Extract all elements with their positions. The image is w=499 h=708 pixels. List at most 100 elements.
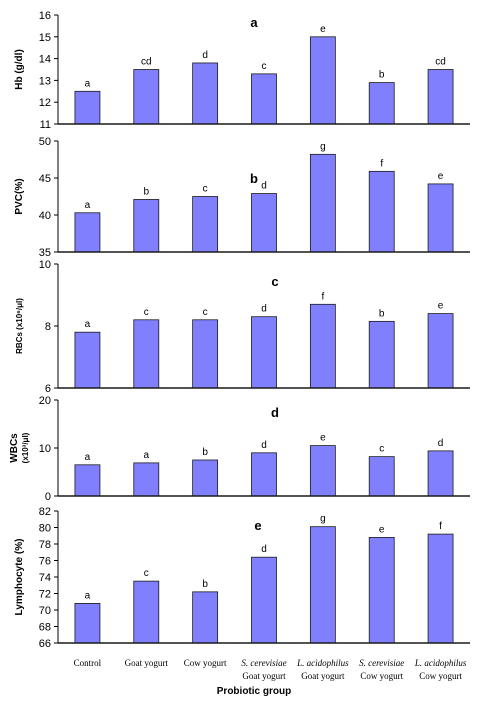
y-tick-label: 40 xyxy=(39,210,51,222)
bar-label: c xyxy=(262,61,267,72)
bar-a-4 xyxy=(251,73,277,125)
bar-label: g xyxy=(320,141,326,152)
y-tick-label: 14 xyxy=(39,54,51,66)
bar-label: c xyxy=(144,307,149,318)
y-tick-label: 10 xyxy=(39,259,51,271)
x-tick-label: Control xyxy=(74,658,102,668)
bar-label: b xyxy=(202,579,208,590)
bar-label: f xyxy=(439,521,442,532)
bar-c-3 xyxy=(192,319,219,389)
panel-letter: e xyxy=(254,518,261,533)
x-tick-label: Cow yogurt xyxy=(184,658,227,668)
bar-label: d xyxy=(261,544,267,555)
bar-label: d xyxy=(261,304,267,315)
bar-label: b xyxy=(379,308,385,319)
bar-d-3 xyxy=(192,459,219,497)
y-tick-label: 10 xyxy=(39,443,51,455)
bar-label: c xyxy=(203,184,208,195)
x-category-labels: Control Goat yogurt Cow yogurt S. cerevisia… xyxy=(74,658,467,681)
bar-c-6 xyxy=(368,320,395,389)
bar-b-2 xyxy=(133,199,160,253)
bar-d-7 xyxy=(427,450,454,497)
panel-d: 0 10 20 WBCs (x10³/μl) a a b d e c d d xyxy=(9,395,470,503)
bar-b-4 xyxy=(251,193,277,253)
bar-e-2 xyxy=(133,580,160,644)
bar-label: f xyxy=(380,158,383,169)
bar-label: a xyxy=(85,319,91,330)
bar-label: b xyxy=(379,70,385,81)
y-tick-label: 82 xyxy=(39,506,51,518)
y-tick-label: 78 xyxy=(39,539,51,551)
bar-a-5 xyxy=(309,36,336,125)
y-axis-title: Hb (g/dl) xyxy=(14,49,25,90)
bar-d-4 xyxy=(251,452,277,497)
bar-c-1 xyxy=(74,331,101,389)
y-axis-title: Lymphocyte (%) xyxy=(14,539,25,616)
bar-a-7 xyxy=(427,69,454,125)
y-axis-title: RBCs (x10⁶/μl) xyxy=(15,298,24,354)
bar-label: e xyxy=(438,301,444,312)
bar-label: cd xyxy=(435,57,446,68)
y-tick-label: 20 xyxy=(39,395,51,407)
y-tick-label: 13 xyxy=(39,75,51,87)
x-tick-label: Goat yogurt xyxy=(125,658,169,668)
bar-label: a xyxy=(85,200,91,211)
y-tick-label: 0 xyxy=(45,491,51,503)
bar-c-2 xyxy=(133,319,160,389)
bar-d-1 xyxy=(74,464,101,497)
bar-d-6 xyxy=(368,456,395,497)
bar-b-7 xyxy=(427,183,454,253)
x-tick-label: L. acidophilus xyxy=(296,658,349,668)
bar-c-5 xyxy=(309,303,336,389)
bar-label: f xyxy=(321,291,324,302)
bar-label: d xyxy=(438,438,444,449)
x-tick-label-line2: Goat yogurt xyxy=(242,671,286,681)
panel-a: 11 12 13 14 15 16 Hb (g/dl) a cd d c e b cd a xyxy=(14,10,470,131)
bar-label: b xyxy=(202,447,208,458)
bar-label: e xyxy=(438,171,444,182)
x-tick-label: S. cerevisiae xyxy=(241,658,286,668)
y-tick-label: 45 xyxy=(39,173,51,185)
bar-b-1 xyxy=(74,212,101,253)
bar-label: d xyxy=(261,440,267,451)
bar-a-1 xyxy=(74,90,101,125)
bar-e-7 xyxy=(427,533,454,644)
bar-d-5 xyxy=(309,445,336,497)
bar-e-6 xyxy=(368,537,395,644)
bar-e-3 xyxy=(192,591,219,644)
y-tick-label: 12 xyxy=(39,97,51,109)
y-tick-label: 15 xyxy=(39,32,51,44)
y-tick-label: 66 xyxy=(39,638,51,650)
bar-a-2 xyxy=(133,69,160,125)
x-tick-label-line2: Goat yogurt xyxy=(301,671,345,681)
bar-label: d xyxy=(261,181,267,192)
x-tick-label: S. cerevisiae xyxy=(359,658,404,668)
y-tick-label: 76 xyxy=(39,556,51,568)
bar-e-4 xyxy=(251,556,277,644)
bar-c-7 xyxy=(427,313,454,389)
bar-label: e xyxy=(320,433,326,444)
bar-label: e xyxy=(320,24,326,35)
bar-label: a xyxy=(85,78,91,89)
bar-label: a xyxy=(144,450,150,461)
panel-letter: d xyxy=(271,405,279,420)
y-tick-label: 6 xyxy=(45,383,51,395)
panel-e: 66 68 70 72 74 76 78 80 82 Lymphocyte (%) a c b d g e f e xyxy=(14,506,470,650)
y-tick-label: 68 xyxy=(39,622,51,634)
bar-b-3 xyxy=(192,196,219,253)
y-tick-label: 8 xyxy=(45,321,51,333)
bar-a-6 xyxy=(368,82,395,125)
bar-label: b xyxy=(144,186,150,197)
bar-e-5 xyxy=(309,526,336,644)
bar-b-5 xyxy=(309,153,336,253)
panel-letter: a xyxy=(250,15,258,30)
y-axis-title-units: (x10³/μl) xyxy=(21,432,30,463)
bar-label: a xyxy=(85,452,91,463)
y-tick-label: 80 xyxy=(39,523,51,535)
y-tick-label: 74 xyxy=(39,572,51,584)
y-tick-label: 70 xyxy=(39,605,51,617)
bar-label: d xyxy=(202,50,208,61)
bar-c-4 xyxy=(251,316,277,389)
y-tick-label: 50 xyxy=(39,136,51,148)
